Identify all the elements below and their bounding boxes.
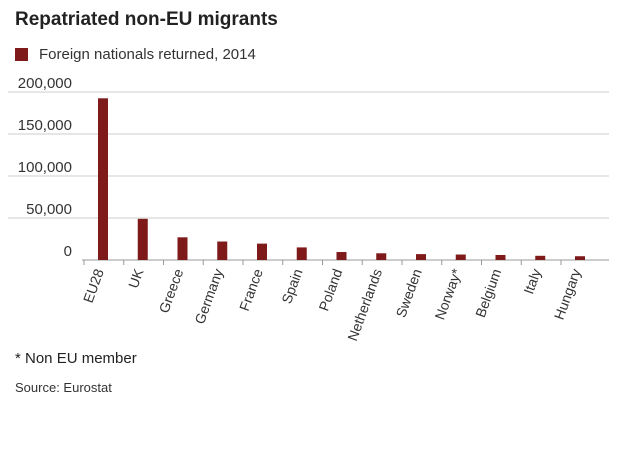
y-tick-label: 200,000 xyxy=(18,75,72,92)
bar xyxy=(495,254,506,260)
x-tick-label: Belgium xyxy=(472,267,504,320)
legend: Foreign nationals returned, 2014 xyxy=(15,46,256,63)
x-tick-label: UK xyxy=(125,266,147,290)
x-tick-label: Norway* xyxy=(431,266,464,322)
y-tick-label: 0 xyxy=(64,243,72,260)
x-tick-label: France xyxy=(236,266,266,313)
x-tick-label: Greece xyxy=(156,266,187,315)
x-tick-label: Hungary xyxy=(551,267,584,322)
bar xyxy=(455,254,466,260)
bar xyxy=(137,218,148,260)
bar xyxy=(535,255,546,260)
bar xyxy=(177,237,188,260)
y-tick-label: 100,000 xyxy=(18,159,72,176)
chart-title: Repatriated non-EU migrants xyxy=(15,9,278,30)
x-tick-label: Spain xyxy=(278,267,305,306)
source-note: Source: Eurostat xyxy=(15,380,112,395)
x-tick-label: Sweden xyxy=(392,267,424,320)
x-tick-label: Poland xyxy=(315,267,345,313)
x-tick-label: Italy xyxy=(520,267,544,297)
bar xyxy=(416,254,426,260)
y-tick-label: 150,000 xyxy=(18,117,72,134)
x-tick-label: EU28 xyxy=(80,266,107,305)
bar xyxy=(336,252,347,260)
y-tick-label: 50,000 xyxy=(26,201,72,218)
bar xyxy=(376,253,387,260)
bar xyxy=(575,256,585,260)
x-tick-label: Germany xyxy=(191,267,226,327)
x-axis-ticks: EU28 UK Greece Germany France Spain PolandNeth… xyxy=(80,260,584,343)
x-tick-label: Netherlands xyxy=(344,267,385,343)
legend-swatch xyxy=(15,48,28,61)
bar xyxy=(98,98,108,260)
bars xyxy=(98,98,585,260)
bar xyxy=(217,241,228,260)
bar xyxy=(296,247,307,260)
legend-label: Foreign nationals returned, 2014 xyxy=(39,46,256,63)
footnote: * Non EU member xyxy=(15,350,137,367)
y-axis-ticks: 0 50,000 100,000 150,000 200,000 xyxy=(18,75,72,260)
bar xyxy=(257,243,267,260)
